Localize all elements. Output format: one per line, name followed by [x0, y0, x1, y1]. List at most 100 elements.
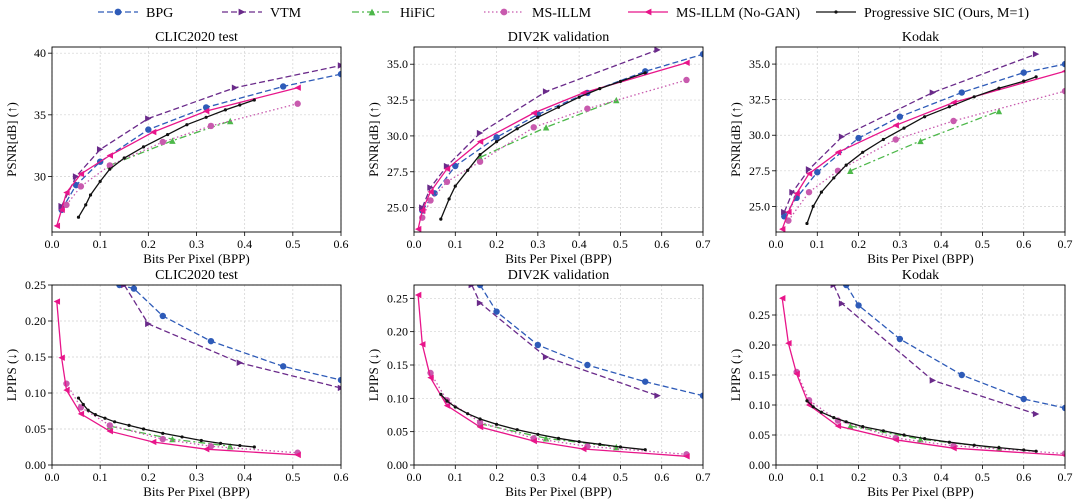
data-point — [468, 285, 475, 289]
data-point — [861, 150, 865, 154]
data-point — [86, 408, 90, 412]
series — [778, 69, 1065, 232]
axes-frame — [51, 284, 342, 466]
data-point — [929, 89, 937, 96]
data-point — [892, 436, 899, 443]
data-point — [781, 208, 788, 216]
data-point — [252, 98, 256, 102]
data-point — [534, 341, 542, 349]
data-point — [447, 197, 451, 201]
x-tick-label: 0.7 — [696, 470, 711, 484]
data-point — [63, 386, 70, 394]
data-point — [793, 190, 800, 197]
legend-item: VTM — [222, 6, 302, 21]
data-point — [1032, 410, 1040, 418]
chart-panel: 0.0 0.1 0.2 0.3 0.4 0.5 0.6 0.7 25.0 27.5 30.0 32.5… — [366, 30, 711, 266]
data-point — [443, 178, 451, 186]
data-point — [185, 123, 189, 127]
data-point — [53, 298, 61, 305]
panel-title: DIV2K validation — [508, 30, 609, 45]
series — [121, 285, 341, 392]
series-line — [119, 285, 341, 381]
x-tick-label: 0.6 — [334, 237, 349, 251]
data-point — [76, 396, 81, 400]
data-point — [466, 412, 470, 416]
data-point — [997, 446, 1001, 450]
data-point — [337, 384, 341, 392]
series-line — [440, 72, 646, 220]
axes-frame — [775, 46, 1066, 233]
data-point — [789, 188, 796, 196]
y-tick-label: 0.15 — [749, 368, 770, 382]
data-point — [98, 179, 102, 184]
y-tick-label: 0.15 — [25, 350, 46, 364]
series-line — [479, 285, 703, 397]
data-point — [618, 445, 623, 449]
data-point — [881, 429, 885, 433]
series-line — [783, 53, 1037, 213]
data-point — [439, 217, 443, 221]
data-point — [141, 427, 146, 431]
data-point — [785, 340, 792, 347]
data-point — [414, 291, 422, 299]
x-tick-label: 0.3 — [530, 237, 545, 251]
chart-panel: 0.0 0.1 0.2 0.3 0.4 0.5 0.6 0.7 0.00 0.05 0.10 0.15… — [728, 268, 1073, 499]
data-point — [476, 423, 484, 431]
data-point — [494, 140, 499, 144]
data-point — [542, 124, 550, 131]
data-point — [218, 441, 223, 445]
data-point — [805, 401, 813, 409]
x-tick-label: 0.4 — [237, 470, 252, 484]
data-point — [478, 417, 482, 421]
panel-title: Kodak — [902, 268, 939, 283]
data-point — [536, 115, 540, 119]
y-tick-label: 0.10 — [25, 386, 46, 400]
data-point — [542, 88, 550, 95]
x-tick-label: 0.3 — [530, 470, 545, 484]
data-point — [805, 221, 809, 226]
data-point — [950, 445, 957, 452]
x-tick-label: 0.2 — [141, 237, 156, 251]
data-point — [88, 193, 93, 197]
series — [106, 422, 234, 450]
series-line — [123, 285, 341, 389]
data-point — [654, 47, 661, 54]
y-tick-label: 35.0 — [749, 57, 770, 71]
data-point — [917, 137, 924, 145]
data-point — [832, 416, 836, 420]
data-point — [811, 204, 815, 208]
data-point — [805, 170, 813, 177]
data-point — [881, 137, 885, 142]
series — [53, 84, 301, 230]
series-line — [781, 70, 1065, 230]
y-axis-label: PSNR[dB] (↑) — [728, 102, 743, 177]
series — [476, 96, 620, 161]
data-point — [958, 371, 965, 379]
series — [116, 285, 341, 384]
series-line — [421, 53, 703, 211]
data-point — [72, 173, 80, 180]
series — [439, 392, 647, 452]
data-point — [141, 145, 146, 149]
y-axis-label: LPIPS (↓) — [728, 349, 743, 401]
legend-marker — [114, 8, 122, 16]
y-tick-label: 0.20 — [25, 314, 46, 328]
data-point — [453, 405, 457, 409]
data-point — [419, 341, 426, 348]
series — [468, 285, 661, 399]
data-point — [122, 156, 126, 160]
data-point — [159, 312, 166, 320]
x-tick-label: 0.3 — [189, 470, 204, 484]
y-tick-label: 35.0 — [387, 57, 408, 71]
data-point — [427, 374, 434, 381]
data-point — [414, 225, 422, 232]
data-point — [1061, 60, 1065, 68]
panel-title: CLIC2020 test — [155, 30, 238, 45]
series-line — [56, 301, 298, 456]
data-point — [116, 285, 123, 289]
data-point — [814, 169, 821, 176]
data-point — [466, 168, 470, 172]
data-point — [530, 109, 537, 117]
data-point — [902, 433, 906, 437]
data-point — [847, 422, 854, 430]
